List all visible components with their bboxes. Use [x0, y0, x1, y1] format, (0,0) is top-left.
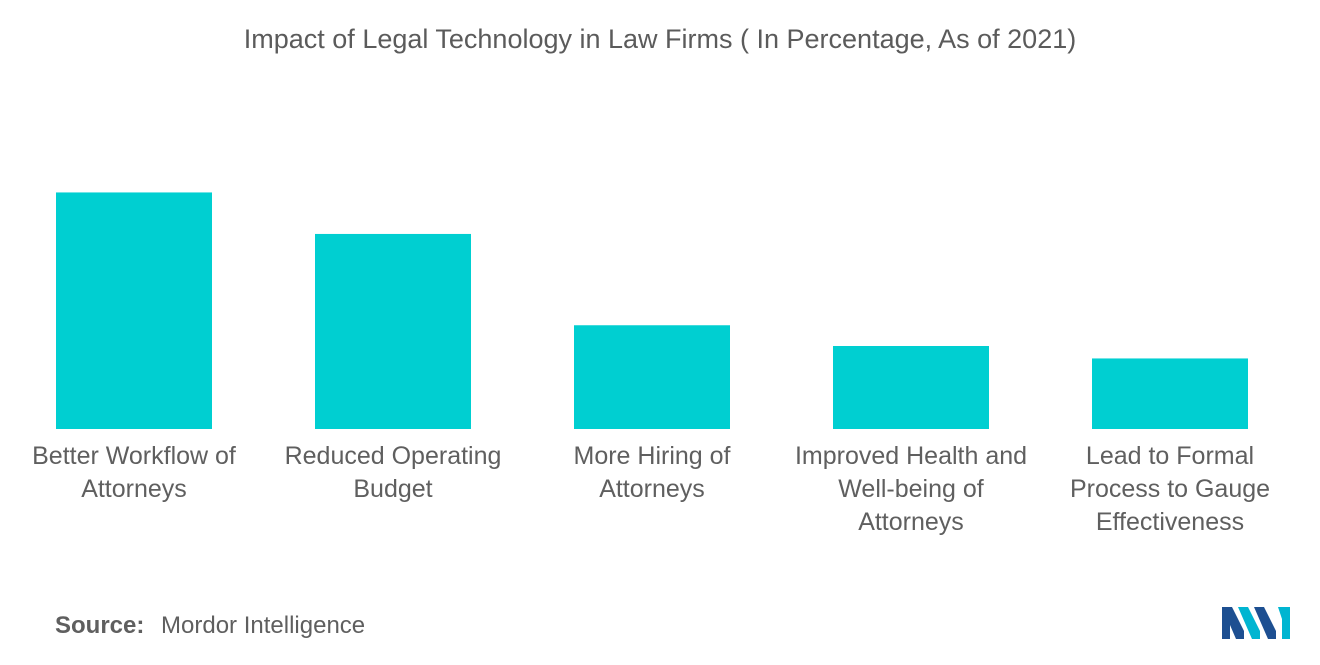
bar-2 [315, 233, 471, 429]
bar-5 [1092, 358, 1248, 429]
bar-1 [56, 192, 212, 429]
category-label-3: More Hiring of Attorneys [574, 442, 731, 503]
bar-3 [574, 325, 730, 429]
category-label-1: Better Workflow of Attorneys [32, 442, 236, 503]
source-note: Source: Mordor Intelligence [55, 612, 365, 640]
category-label-5: Lead to Formal Process to Gauge Effectiven… [1070, 442, 1270, 536]
mordor-intelligence-logo [1222, 607, 1290, 639]
bar-chart: Better Workflow of Attorneys Reduced Opera… [32, 192, 1270, 536]
bar-4 [833, 346, 989, 429]
source-text: Mordor Intelligence [161, 612, 366, 639]
source-label: Source: [55, 612, 145, 639]
category-label-4: Improved Health and Well-being of Attorney… [795, 442, 1027, 536]
category-label-2: Reduced Operating Budget [285, 442, 502, 503]
chart-title: Impact of Legal Technology in Law Firms … [243, 24, 1077, 54]
